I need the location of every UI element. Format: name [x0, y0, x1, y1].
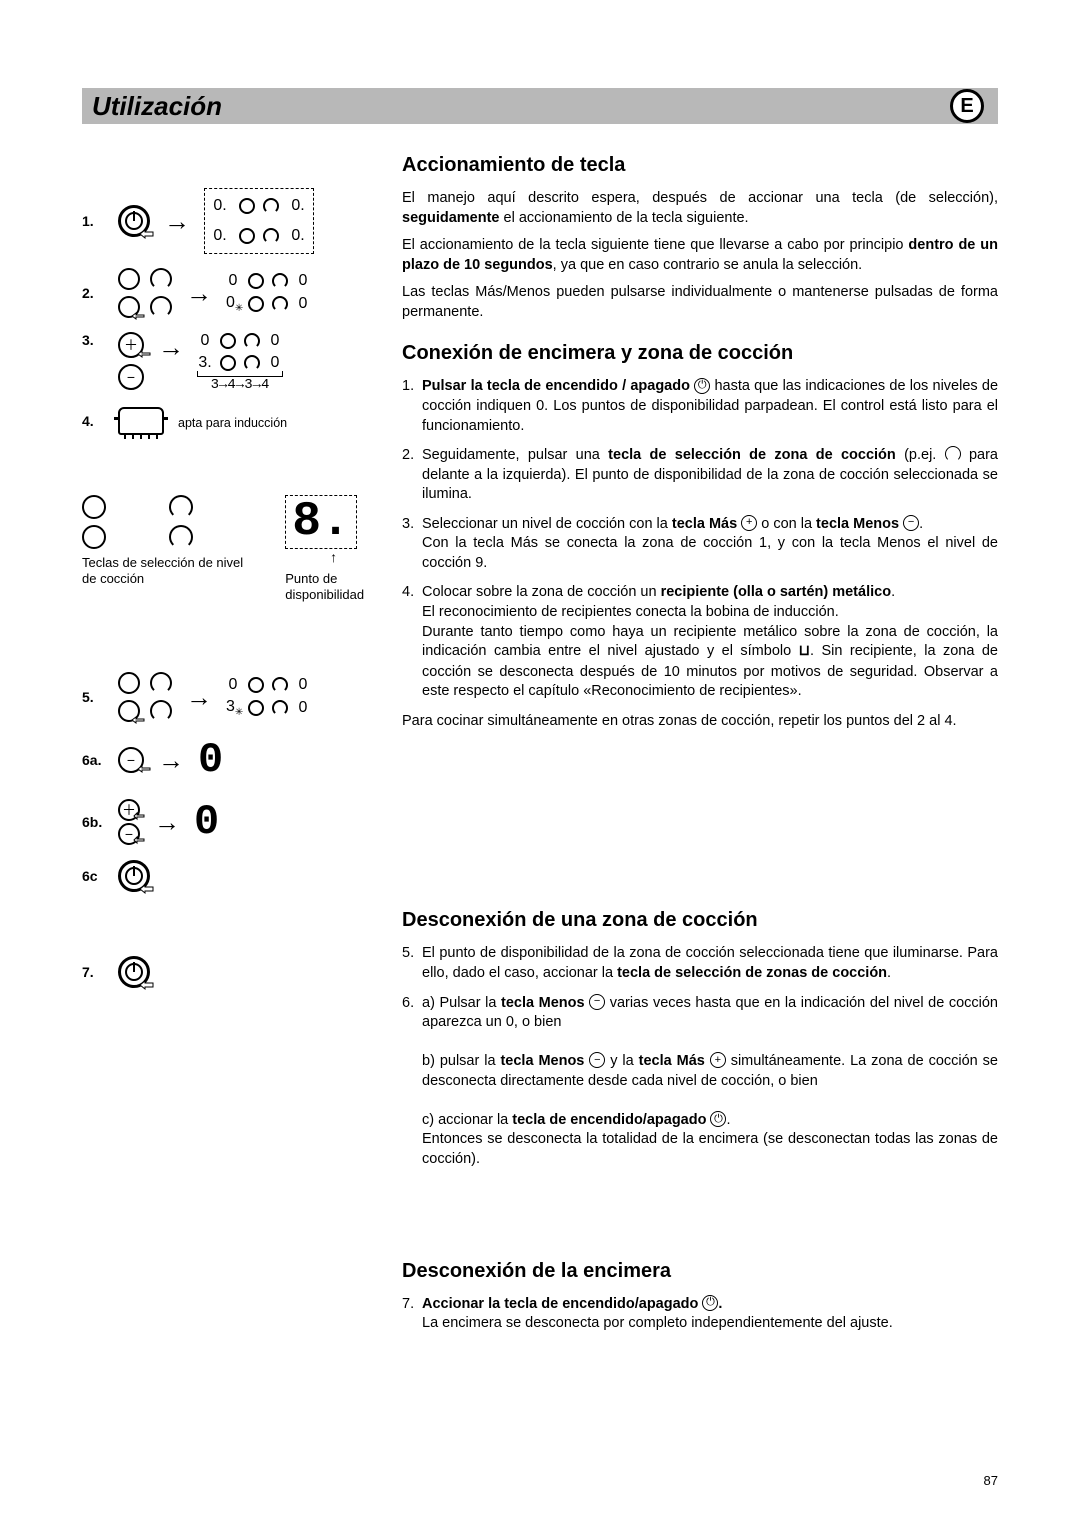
paragraph: Para cocinar simultáneamente en otras zo…	[402, 712, 998, 732]
ordered-list: 5. El punto de disponibilidad de la zona…	[402, 944, 998, 1169]
arrow-icon: →	[186, 682, 212, 713]
paragraph: Las teclas Más/Menos pueden pulsarse ind…	[402, 283, 998, 322]
diagram-row-7: 7.	[82, 956, 382, 988]
arrow-icon: →	[186, 278, 212, 309]
up-arrow-icon: ↑	[285, 549, 382, 565]
row-number: 6b.	[82, 814, 110, 830]
power-symbol-icon: ⏻	[710, 1111, 726, 1127]
display-zone-selected: 00 0✳0	[226, 272, 310, 314]
plus-icon: ＋	[118, 332, 144, 358]
zone-select-legend-icons	[82, 495, 245, 549]
availability-point-icon: 8.	[285, 495, 357, 549]
zone-select-icons	[118, 672, 172, 722]
row-number: 6c	[82, 868, 110, 884]
minus-icon: −	[118, 364, 144, 390]
zone-symbol-icon	[945, 446, 961, 462]
text-column: Accionamiento de tecla El manejo aquí de…	[402, 152, 998, 1344]
minus-symbol-icon: −	[589, 1052, 605, 1068]
row-number: 7.	[82, 964, 110, 980]
language-badge: E	[950, 89, 984, 123]
arrow-icon: →	[158, 745, 184, 776]
diagram-column: 1. → 0. 0. 0. 0.	[82, 152, 382, 1344]
list-item: 5. El punto de disponibilidad de la zona…	[422, 944, 998, 983]
diagram-row-3: 3. ＋ − → 00 3.0 3→4→3→4	[82, 332, 382, 393]
minus-symbol-icon: −	[589, 994, 605, 1010]
display-level-set: 00 3.0	[198, 332, 282, 372]
section-heading: Desconexión de una zona de cocción	[402, 907, 998, 934]
minus-icon: −	[118, 823, 140, 845]
legend-block: Teclas de selección de nivel de cocción …	[82, 495, 382, 602]
list-item: 3. Seleccionar un nivel de cocción con l…	[422, 515, 998, 574]
paragraph: El manejo aquí descrito espera, después …	[402, 189, 998, 228]
list-item: 4. Colocar sobre la zona de cocción un r…	[422, 583, 998, 701]
row-number: 3.	[82, 332, 110, 348]
diagram-row-6b: 6b. ＋ − → 0	[82, 798, 382, 846]
display-all-zones: 0. 0. 0. 0.	[204, 188, 314, 254]
hand-icon	[137, 224, 157, 244]
minus-symbol-icon: −	[903, 515, 919, 531]
power-icon	[118, 956, 150, 988]
plus-icon: ＋	[118, 799, 140, 821]
power-icon	[118, 860, 150, 892]
plus-symbol-icon: +	[741, 515, 757, 531]
page-number: 87	[984, 1473, 998, 1488]
list-item: 2. Seguidamente, pulsar una tecla de sel…	[422, 446, 998, 505]
display-zero: 0	[194, 798, 219, 846]
diagram-row-1: 1. → 0. 0. 0. 0.	[82, 188, 382, 254]
list-item: 1. Pulsar la tecla de encendido / apagad…	[422, 377, 998, 436]
minus-icon: −	[118, 747, 144, 773]
ordered-list: 7. Accionar la tecla de encendido/apagad…	[402, 1295, 998, 1334]
legend-label-right: Punto de disponibilidad	[285, 571, 382, 602]
section-heading: Accionamiento de tecla	[402, 152, 998, 179]
page-title: Utilización	[92, 91, 222, 122]
section-heading: Conexión de encimera y zona de cocción	[402, 340, 998, 367]
power-icon	[118, 205, 150, 237]
legend-label-left: Teclas de selección de nivel de cocción	[82, 555, 245, 586]
content: 1. → 0. 0. 0. 0.	[82, 152, 998, 1344]
sequence-label: 3→4→3→4	[198, 376, 282, 393]
diagram-row-2: 2. → 00 0✳0	[82, 268, 382, 318]
diagram-row-4: 4. apta para inducción	[82, 407, 382, 435]
row-number: 4.	[82, 413, 110, 429]
power-symbol-icon: ⏻	[694, 378, 710, 394]
list-item: 7. Accionar la tecla de encendido/apagad…	[422, 1295, 998, 1334]
display-zero: 0	[198, 736, 223, 784]
plus-symbol-icon: +	[710, 1052, 726, 1068]
ordered-list: 1. Pulsar la tecla de encendido / apagad…	[402, 377, 998, 701]
arrow-icon: →	[154, 807, 180, 838]
display-zone: 00 3✳0	[226, 676, 310, 718]
row-number: 1.	[82, 213, 110, 229]
zone-select-icons	[118, 268, 172, 318]
pot-icon	[118, 407, 164, 435]
diagram-row-6a: 6a. − → 0	[82, 736, 382, 784]
section-heading: Desconexión de la encimera	[402, 1258, 998, 1285]
pot-caption: apta para inducción	[178, 416, 287, 430]
header-bar: Utilización E	[82, 88, 998, 124]
diagram-row-6c: 6c	[82, 860, 382, 892]
arrow-icon: →	[158, 332, 184, 363]
power-symbol-icon: ⏻	[702, 1295, 718, 1311]
paragraph: El accionamiento de la tecla siguiente t…	[402, 236, 998, 275]
list-item: 6. a) Pulsar la tecla Menos − varias vec…	[422, 994, 998, 1170]
row-number: 6a.	[82, 752, 110, 768]
row-number: 5.	[82, 689, 110, 705]
diagram-row-5: 5. → 00 3✳0	[82, 672, 382, 722]
arrow-icon: →	[164, 206, 190, 237]
row-number: 2.	[82, 285, 110, 301]
